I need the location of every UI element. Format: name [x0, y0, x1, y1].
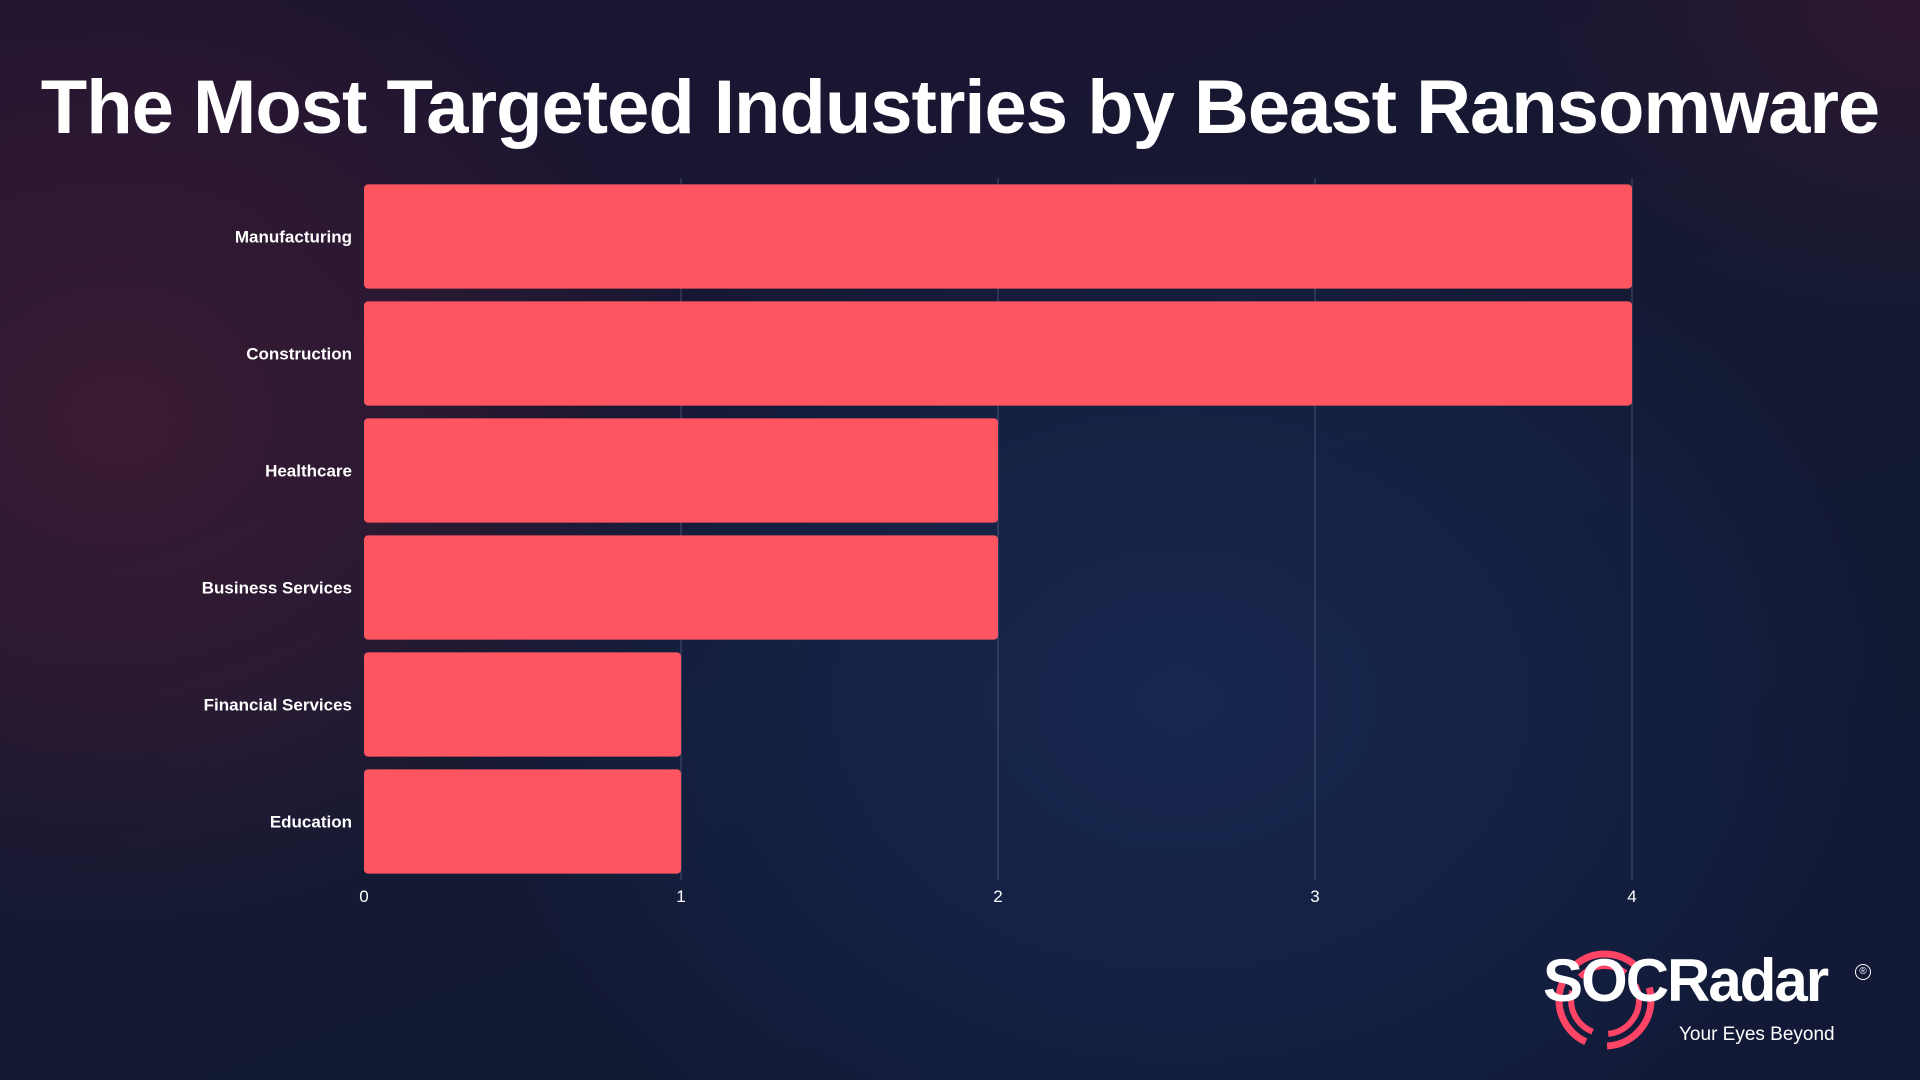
registered-mark: ® [1855, 964, 1871, 980]
bar [364, 418, 998, 523]
bars [364, 184, 1632, 874]
x-tick-labels: 0 1 2 3 4 [359, 887, 1636, 906]
bar [364, 535, 998, 640]
category-label: Financial Services [204, 696, 352, 715]
brand-tagline: Your Eyes Beyond [1679, 1024, 1835, 1045]
brand-name: SOCRadar [1543, 947, 1829, 1014]
x-tick-label: 4 [1627, 887, 1636, 906]
bar [364, 184, 1632, 289]
bar [364, 301, 1632, 406]
radar-icon [1555, 950, 1655, 1050]
x-tick-label: 2 [993, 887, 1002, 906]
bar [364, 652, 681, 757]
category-label: Business Services [202, 579, 352, 598]
category-label: Healthcare [265, 462, 352, 481]
gridlines [680, 178, 1633, 880]
category-label: Manufacturing [235, 228, 352, 247]
x-tick-label: 3 [1310, 887, 1319, 906]
x-tick-label: 0 [359, 887, 368, 906]
x-tick-label: 1 [676, 887, 685, 906]
bar [364, 769, 681, 874]
category-label: Education [270, 813, 352, 832]
category-label: Construction [246, 345, 352, 364]
socradar-logo: SOCRadar ® Your Eyes Beyond [1535, 940, 1875, 1060]
page-title: The Most Targeted Industries by Beast Ra… [40, 65, 1880, 150]
category-labels: Manufacturing Construction Healthcare Busin… [202, 228, 352, 832]
